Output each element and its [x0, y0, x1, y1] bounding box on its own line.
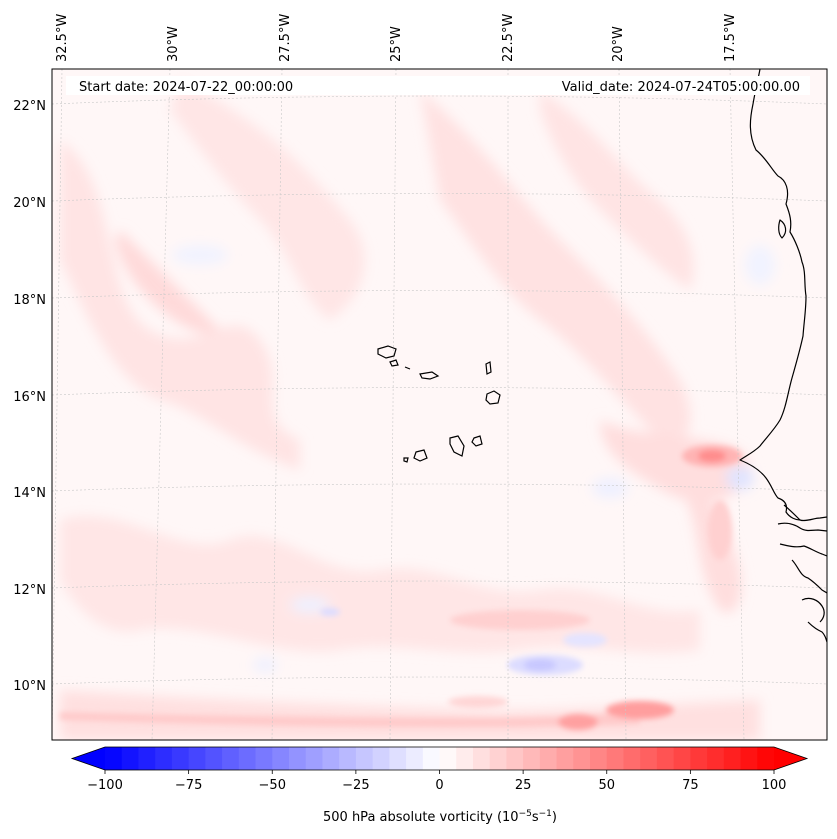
colorbar-cell — [723, 747, 742, 770]
colorbar-cell — [138, 747, 156, 770]
colorbar-cell — [305, 747, 323, 770]
colorbar-tick-label: −25 — [342, 778, 369, 793]
colorbar-cell — [105, 747, 123, 770]
colorbar-cell — [288, 747, 307, 770]
lat-label: 12°N — [13, 583, 46, 598]
colorbar: −100 −75 −50 −25 0 25 50 75 100 500 hPa absolute… — [70, 746, 809, 825]
colorbar-cell — [472, 747, 491, 770]
lat-label: 20°N — [13, 196, 46, 211]
colorbar-cell — [272, 747, 290, 770]
colorbar-cell — [389, 747, 407, 770]
colorbar-cell — [707, 747, 725, 770]
coastline — [739, 69, 827, 643]
lon-label: 22.5°W — [501, 14, 516, 62]
lon-label: 25°W — [389, 26, 404, 62]
colorbar-cell — [556, 747, 574, 770]
colorbar-tick-label: 25 — [515, 778, 532, 793]
cape-verde-islands — [377, 345, 501, 463]
colorbar-cell — [573, 747, 591, 770]
header-strip — [66, 76, 810, 95]
colorbar-cells — [72, 747, 807, 770]
graticule — [52, 69, 827, 740]
colorbar-cell — [656, 747, 675, 770]
colorbar-tick-label: −75 — [175, 778, 202, 793]
colorbar-cell — [322, 747, 340, 770]
map-panel: Start date: 2024-07-22_00:00:00 Valid_da… — [52, 69, 827, 740]
colorbar-cell — [372, 747, 390, 770]
colorbar-cell — [238, 747, 257, 770]
valid-date-label: Valid_date: 2024-07-24T05:00:00.00 — [562, 80, 800, 95]
lat-label: 10°N — [13, 679, 46, 694]
colorbar-cell — [255, 747, 273, 770]
map-frame — [51, 68, 828, 741]
colorbar-tick-label: 75 — [682, 778, 699, 793]
vorticity-extrema — [60, 445, 742, 730]
lon-label: 32.5°W — [55, 14, 70, 62]
colorbar-cell — [740, 747, 758, 770]
colorbar-tick-label: 50 — [598, 778, 615, 793]
colorbar-cell — [339, 747, 357, 770]
colorbar-tick-label: −100 — [87, 778, 123, 793]
longitude-labels: 32.5°W 30°W 27.5°W 25°W 22.5°W 20°W 17.5… — [55, 14, 738, 62]
start-date-label: Start date: 2024-07-22_00:00:00 — [79, 80, 293, 95]
colorbar-tick-label: 0 — [435, 778, 443, 793]
lat-label: 16°N — [13, 390, 46, 405]
colorbar-cell — [355, 747, 374, 770]
colorbar-extend-min — [72, 747, 105, 770]
colorbar-cell — [171, 747, 190, 770]
colorbar-tick-label: −50 — [259, 778, 286, 793]
colorbar-cell — [640, 747, 658, 770]
latitude-labels: 22°N 20°N 18°N 16°N 14°N 12°N 10°N — [13, 99, 46, 694]
colorbar-cell — [590, 747, 608, 770]
colorbar-cell — [222, 747, 240, 770]
colorbar-cell — [188, 747, 206, 770]
lat-label: 14°N — [13, 486, 46, 501]
colorbar-cell — [439, 747, 457, 770]
colorbar-cell — [406, 747, 424, 770]
lon-label: 30°W — [166, 26, 181, 62]
colorbar-cell — [506, 747, 524, 770]
colorbar-extend-max — [774, 747, 807, 770]
colorbar-cell — [539, 747, 558, 770]
colorbar-cell — [121, 747, 139, 770]
colorbar-cell — [523, 747, 541, 770]
colorbar-cell — [606, 747, 624, 770]
colorbar-cell — [456, 747, 474, 770]
lon-label: 17.5°W — [723, 14, 738, 62]
colorbar-cell — [757, 747, 775, 770]
lon-label: 27.5°W — [278, 14, 293, 62]
colorbar-cell — [623, 747, 641, 770]
colorbar-cell — [489, 747, 507, 770]
colorbar-cell — [205, 747, 223, 770]
lat-label: 22°N — [13, 99, 46, 114]
lat-label: 18°N — [13, 293, 46, 308]
colorbar-ticks: −100 −75 −50 −25 0 25 50 75 100 — [87, 770, 786, 793]
colorbar-title: 500 hPa absolute vorticity (10−5s−1) — [323, 809, 557, 825]
lon-label: 20°W — [611, 26, 626, 62]
colorbar-cell — [673, 747, 691, 770]
colorbar-cell — [690, 747, 708, 770]
colorbar-cell — [422, 747, 441, 770]
colorbar-tick-label: 100 — [762, 778, 787, 793]
colorbar-cell — [155, 747, 173, 770]
